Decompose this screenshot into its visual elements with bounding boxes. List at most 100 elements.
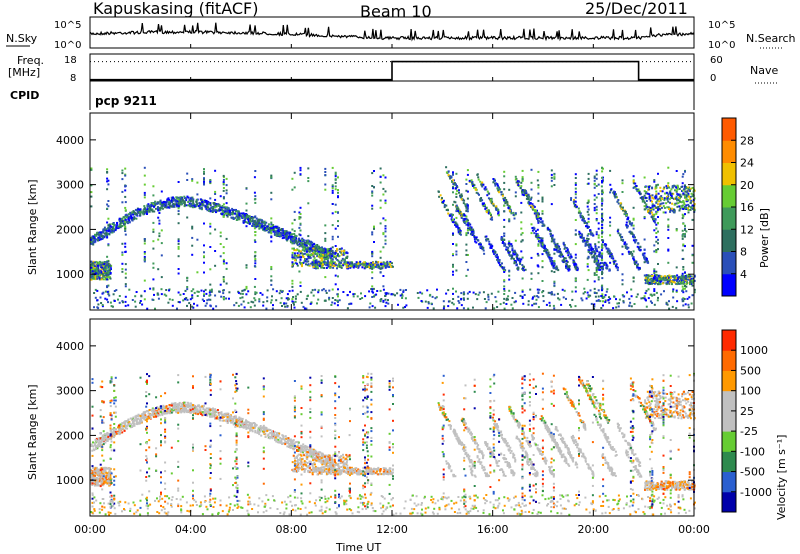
band-point — [668, 276, 671, 279]
scatter-point — [384, 190, 387, 193]
streak-point — [596, 250, 599, 253]
band-point — [664, 211, 667, 214]
band-point — [659, 283, 662, 286]
arc-point — [304, 246, 307, 249]
scatter-point — [667, 166, 670, 169]
streak-point — [516, 257, 519, 260]
scatter-point — [191, 244, 194, 247]
arc-point — [278, 233, 281, 236]
streak-point — [527, 194, 530, 197]
arc-point — [176, 197, 179, 200]
streak-point — [529, 202, 532, 205]
scatter-point — [593, 175, 596, 178]
band-point — [686, 198, 689, 201]
scatter-point — [655, 240, 658, 243]
scatter-point — [334, 251, 337, 254]
arc-point — [97, 236, 100, 239]
scatter-point — [537, 244, 540, 247]
ground-point — [472, 291, 475, 294]
arc-point — [167, 201, 170, 204]
band-point — [103, 264, 106, 267]
streak-point — [637, 242, 640, 245]
scatter-point — [643, 217, 646, 220]
streak-point — [458, 232, 461, 235]
streak-point — [513, 249, 516, 252]
scatter-point — [222, 183, 225, 186]
arc-point — [232, 212, 234, 214]
scatter-point — [597, 276, 600, 279]
scatter-point — [691, 281, 694, 284]
scatter-point — [291, 228, 294, 231]
streak-point — [651, 213, 654, 216]
streak-point — [477, 239, 480, 242]
scatter-point — [121, 253, 124, 256]
streak-point — [477, 176, 480, 179]
scatter-point — [541, 196, 544, 199]
scatter-point — [587, 233, 590, 235]
scatter-point — [655, 190, 658, 193]
scatter-point — [222, 276, 225, 278]
arc-point — [221, 213, 224, 216]
band-point — [684, 195, 686, 198]
scatter-point — [653, 204, 656, 207]
streak-point — [654, 218, 657, 221]
scatter-point — [191, 179, 194, 182]
scatter-point — [334, 178, 337, 181]
scatter-point — [466, 169, 469, 172]
scatter-point — [667, 237, 670, 239]
scatter-point — [254, 240, 257, 243]
scatter-point — [514, 191, 517, 194]
freq-left-tick-low: 8 — [70, 73, 76, 84]
band-point — [332, 262, 335, 265]
band-point — [663, 197, 666, 200]
band-point — [104, 278, 107, 281]
streak-point — [539, 221, 542, 224]
scatter-point — [203, 172, 205, 175]
band-point — [664, 275, 666, 278]
streak-point — [539, 241, 542, 244]
streak-point — [465, 217, 468, 220]
scatter-point — [291, 254, 294, 257]
streak-point — [606, 265, 609, 268]
streak-point — [507, 246, 510, 249]
scatter-point — [684, 245, 686, 248]
scatter-point — [455, 192, 458, 195]
streak-point — [496, 183, 499, 186]
scatter-point — [597, 193, 600, 195]
scatter-point — [682, 243, 685, 246]
band-point — [645, 207, 648, 210]
scatter-point — [107, 293, 110, 296]
arc-point — [175, 196, 178, 199]
band-point — [651, 194, 654, 197]
scatter-point — [537, 216, 540, 219]
arc-point — [309, 240, 312, 243]
arc-point — [302, 245, 305, 248]
band-point — [655, 193, 658, 196]
band-point — [659, 280, 662, 283]
streak-point — [605, 264, 608, 267]
streak-point — [483, 202, 485, 205]
arc-point — [242, 221, 245, 224]
scatter-point — [597, 289, 600, 292]
ground-point — [499, 303, 502, 306]
band-point — [317, 250, 320, 253]
scatter-point — [609, 261, 612, 264]
streak-point — [567, 265, 570, 268]
arc-point — [261, 225, 264, 228]
ground-point — [336, 299, 339, 302]
scatter-point — [681, 237, 684, 240]
band-point — [648, 278, 650, 281]
scatter-point — [177, 222, 180, 225]
scatter-point — [186, 216, 189, 219]
arc-point — [286, 233, 289, 236]
scatter-point — [601, 166, 603, 169]
beam-title: Beam 10 — [360, 2, 432, 21]
band-point — [651, 203, 654, 206]
arc-point — [136, 209, 139, 212]
ground-point — [368, 290, 371, 293]
arc-point — [97, 239, 99, 242]
scatter-point — [293, 210, 296, 213]
streak-point — [513, 253, 516, 256]
arc-point — [92, 243, 95, 246]
